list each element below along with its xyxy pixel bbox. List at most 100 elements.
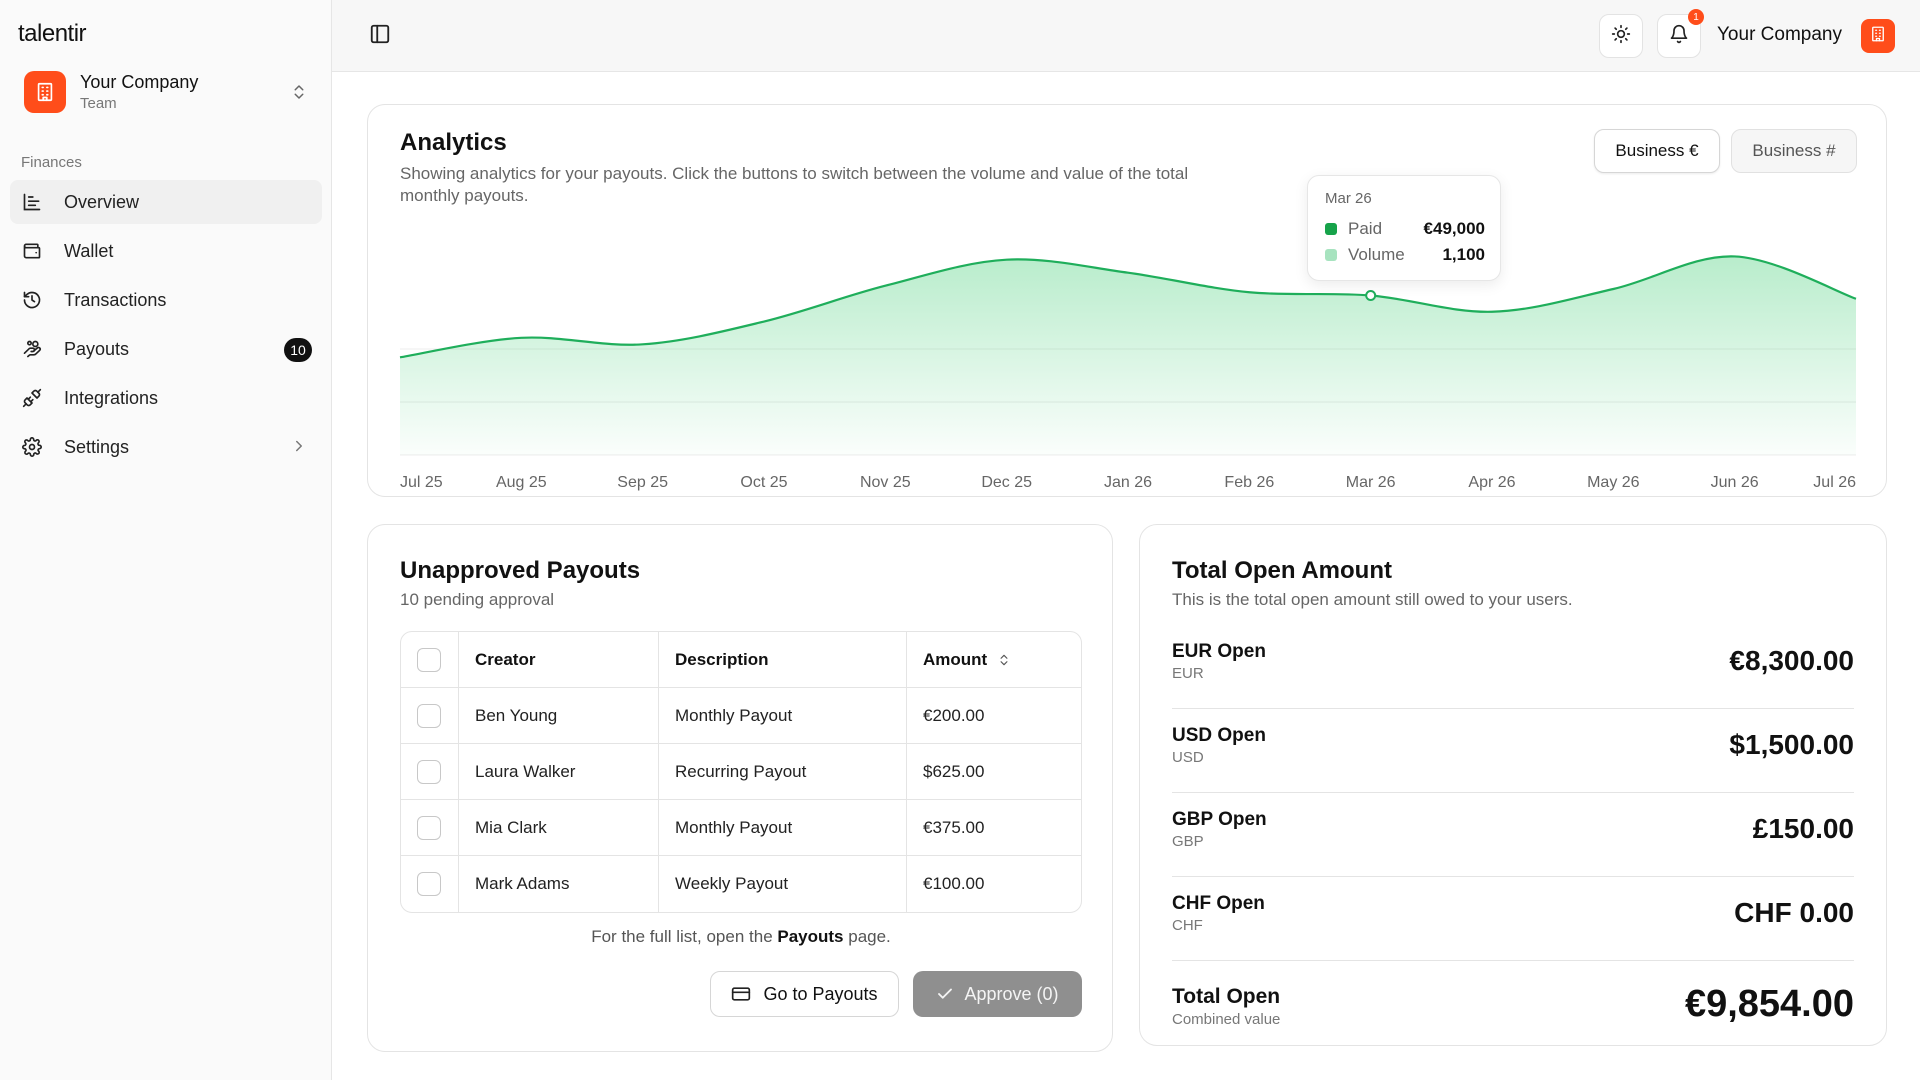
column-header-description[interactable]: Description [659,632,907,687]
approve-button[interactable]: Approve (0) [913,971,1082,1017]
x-tick-label: Aug 25 [496,474,547,491]
company-avatar[interactable] [1861,19,1895,53]
x-tick-label: Jul 26 [1813,474,1856,491]
chart-point [1125,270,1131,276]
analytics-chart[interactable]: Jul 25 Aug 25 Sep 25 Oct 25 Nov 25 Dec 25 Jan … [368,105,1888,498]
chart-point [1853,296,1859,302]
table-row: Ben Young Monthly Payout €200.00 [401,688,1081,744]
currency-code: USD [1172,749,1204,766]
row-checkbox-cell [401,744,459,799]
sidebar-item-label: Overview [64,191,140,212]
select-all-checkbox[interactable] [417,647,441,672]
notification-badge: 1 [1688,9,1704,25]
row-checkbox[interactable] [417,703,441,728]
currency-amount: £150.00 [1752,813,1854,844]
sidebar-item-payouts[interactable]: Payouts 10 [10,327,322,371]
x-tick-label: Jun 26 [1711,474,1759,491]
company-switcher[interactable]: Your Company Team [10,64,322,120]
x-tick-label: Feb 26 [1224,474,1274,491]
row-checkbox[interactable] [417,759,441,784]
tooltip-value: 1,100 [1442,245,1485,264]
column-header-amount[interactable]: Amount [907,632,1081,687]
unapproved-payouts-card: Unapproved Payouts 10 pending approval C… [367,524,1113,1052]
row-checkbox[interactable] [417,815,441,840]
creator-cell: Ben Young [459,688,659,743]
list-item: USD Open USD $1,500.00 [1172,709,1854,793]
column-header-amount-label: Amount [923,649,988,669]
currency-amount: €8,300.00 [1729,645,1854,676]
header-checkbox-cell [401,632,459,687]
chart-point [1489,309,1495,315]
wallet-icon [20,239,44,263]
currency-amount: CHF 0.00 [1734,897,1854,928]
x-tick-label: Apr 26 [1468,474,1515,491]
theme-toggle-button[interactable] [1599,14,1643,58]
notifications-button[interactable]: 1 [1657,9,1704,58]
chart-point [518,335,524,341]
nav-section-label: Finances [21,154,82,171]
full-list-note: For the full list, open the Payouts page… [368,927,1114,947]
sort-icon[interactable] [997,652,1011,668]
sidebar-item-label: Payouts [64,338,130,359]
x-tick-label: May 26 [1587,474,1640,491]
brand-logo[interactable]: talentir [18,20,87,47]
chart-point [1732,253,1738,259]
sidebar: talentir Your Company Team Finances Over… [0,0,332,1080]
x-tick-label: Jul 25 [400,474,443,491]
total-open-label: Total Open [1172,985,1281,1008]
sidebar-toggle-button[interactable] [367,23,393,49]
sidebar-item-wallet[interactable]: Wallet [10,229,322,273]
gear-icon [20,435,44,459]
sidebar-item-label: Transactions [64,289,167,310]
tooltip-label: Volume [1348,245,1405,264]
building-icon [24,71,66,113]
table-row: Laura Walker Recurring Payout $625.00 [401,744,1081,800]
chart-point [397,354,403,360]
total-open-title: Total Open Amount [1172,557,1392,584]
unapproved-payouts-subtitle: 10 pending approval [400,590,555,609]
sidebar-item-overview[interactable]: Overview [10,180,322,224]
unapproved-payouts-title: Unapproved Payouts [400,557,641,584]
total-open-amount-card: Total Open Amount This is the total open… [1139,524,1887,1046]
currency-label: EUR Open [1172,641,1266,662]
description-cell: Monthly Payout [659,800,907,855]
sidebar-item-settings[interactable]: Settings [10,425,322,469]
creator-cell: Mark Adams [459,856,659,912]
panel-left-icon [369,23,391,50]
business-volume-toggle[interactable]: Business # [1731,129,1857,173]
currency-label: USD Open [1172,725,1266,746]
chart-icon [20,190,44,214]
hand-coins-icon [20,337,44,361]
tooltip-label: Paid [1348,219,1383,238]
payouts-page-link[interactable]: Payouts [777,927,844,946]
sidebar-nav: Overview Wallet Transactions Payouts 10 [10,180,322,474]
analytics-card: Jul 25 Aug 25 Sep 25 Oct 25 Nov 25 Dec 25 Jan … [367,104,1887,497]
creator-cell: Mia Clark [459,800,659,855]
sidebar-item-integrations[interactable]: Integrations [10,376,322,420]
currency-code: CHF [1172,917,1203,934]
go-to-payouts-button[interactable]: Go to Payouts [710,971,899,1017]
note-prefix: For the full list, open the [591,927,778,946]
currency-code: EUR [1172,665,1204,682]
chart-point [1246,289,1252,295]
tooltip-row-paid: Paid €49,000 [1325,219,1485,239]
total-open-amount: €9,854.00 [1684,983,1854,1025]
currency-label: CHF Open [1172,893,1265,914]
column-header-creator[interactable]: Creator [459,632,659,687]
payouts-count-badge: 10 [284,338,312,362]
row-checkbox-cell [401,800,459,855]
row-checkbox[interactable] [417,872,441,896]
chart-tooltip: Mar 26 Paid €49,000 Volume 1,100 [1307,175,1501,281]
account-name[interactable]: Your Company [1717,24,1842,45]
open-amount-list: EUR Open EUR €8,300.00 USD Open USD $1,5… [1172,625,1854,1045]
x-tick-label: Dec 25 [981,474,1032,491]
company-subtitle: Team [80,95,117,112]
chart-highlight-point [1365,290,1377,302]
total-open-row: Total Open Combined value €9,854.00 [1172,961,1854,1045]
amount-cell: €200.00 [923,705,985,725]
list-item: CHF Open CHF CHF 0.00 [1172,877,1854,961]
sidebar-item-transactions[interactable]: Transactions [10,278,322,322]
business-value-toggle[interactable]: Business € [1594,129,1720,173]
chevron-right-icon [290,437,308,460]
analytics-subtitle: Showing analytics for your payouts. Clic… [400,164,1189,205]
